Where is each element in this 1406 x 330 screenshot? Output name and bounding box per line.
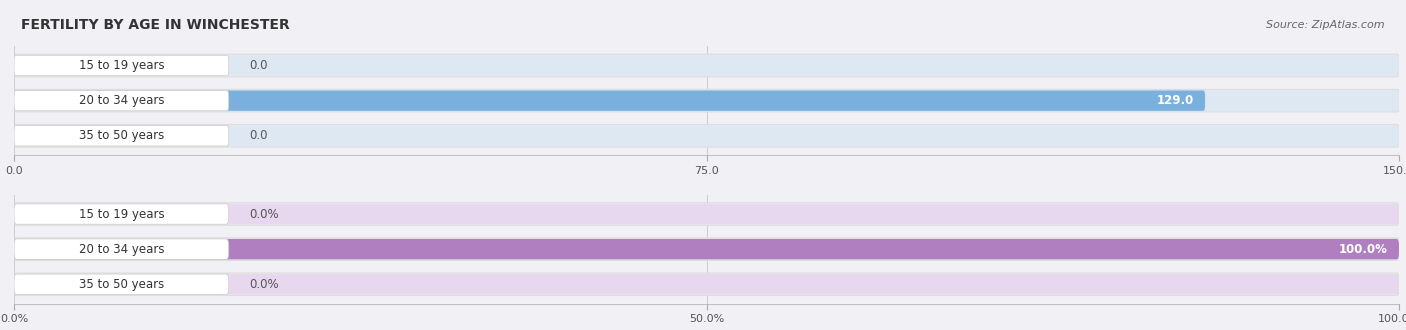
FancyBboxPatch shape bbox=[14, 90, 1399, 111]
FancyBboxPatch shape bbox=[14, 239, 229, 259]
FancyBboxPatch shape bbox=[14, 239, 1399, 259]
FancyBboxPatch shape bbox=[14, 55, 1399, 76]
Text: 0.0%: 0.0% bbox=[249, 208, 280, 220]
Text: 20 to 34 years: 20 to 34 years bbox=[79, 94, 165, 107]
Text: 0.0: 0.0 bbox=[249, 59, 269, 72]
Text: 35 to 50 years: 35 to 50 years bbox=[79, 129, 165, 142]
FancyBboxPatch shape bbox=[14, 90, 229, 111]
FancyBboxPatch shape bbox=[14, 273, 1399, 296]
Text: Source: ZipAtlas.com: Source: ZipAtlas.com bbox=[1267, 20, 1385, 30]
Text: 15 to 19 years: 15 to 19 years bbox=[79, 59, 165, 72]
FancyBboxPatch shape bbox=[14, 239, 1399, 259]
Text: 129.0: 129.0 bbox=[1157, 94, 1194, 107]
FancyBboxPatch shape bbox=[14, 55, 229, 76]
Text: 0.0%: 0.0% bbox=[249, 278, 280, 291]
Text: 20 to 34 years: 20 to 34 years bbox=[79, 243, 165, 256]
FancyBboxPatch shape bbox=[14, 204, 1399, 224]
FancyBboxPatch shape bbox=[14, 203, 1399, 225]
Text: 15 to 19 years: 15 to 19 years bbox=[79, 208, 165, 220]
Text: 100.0%: 100.0% bbox=[1339, 243, 1388, 256]
Text: 0.0: 0.0 bbox=[249, 129, 269, 142]
FancyBboxPatch shape bbox=[14, 274, 1399, 294]
FancyBboxPatch shape bbox=[14, 124, 1399, 147]
FancyBboxPatch shape bbox=[14, 204, 229, 224]
FancyBboxPatch shape bbox=[14, 90, 1205, 111]
Text: FERTILITY BY AGE IN WINCHESTER: FERTILITY BY AGE IN WINCHESTER bbox=[21, 18, 290, 32]
FancyBboxPatch shape bbox=[14, 238, 1399, 260]
FancyBboxPatch shape bbox=[14, 126, 1399, 146]
FancyBboxPatch shape bbox=[14, 54, 1399, 77]
FancyBboxPatch shape bbox=[14, 126, 229, 146]
FancyBboxPatch shape bbox=[14, 274, 229, 294]
Text: 35 to 50 years: 35 to 50 years bbox=[79, 278, 165, 291]
FancyBboxPatch shape bbox=[14, 89, 1399, 112]
